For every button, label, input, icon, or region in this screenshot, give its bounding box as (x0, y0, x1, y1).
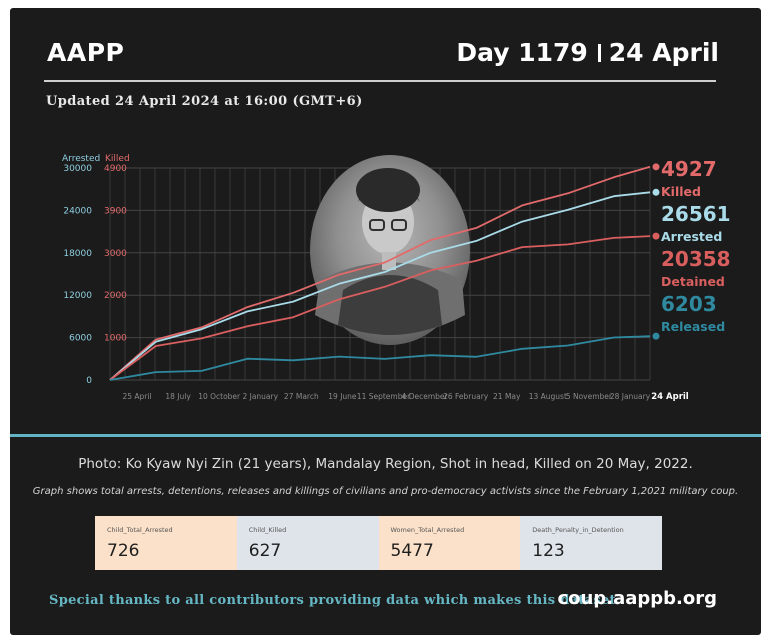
stat-label: Death_Penalty_in_Detention (532, 526, 624, 534)
photo-caption: Photo: Ko Kyaw Nyi Zin (21 years), Manda… (78, 456, 693, 472)
x-tick-label: 10 October (198, 392, 241, 401)
left-tick-label: 6000 (69, 334, 92, 344)
right-tick-label: 2000 (104, 291, 127, 301)
stat-child-killed: Child_Killed 627 (236, 516, 379, 570)
end-value-detained: 20358 (661, 247, 731, 271)
header-rule (44, 80, 716, 82)
stats-row: Child_Total_Arrested 726 Child_Killed 62… (95, 516, 662, 570)
end-value-released: 6203 (661, 292, 717, 316)
stat-value: 123 (532, 541, 565, 561)
title-separator (597, 44, 601, 62)
x-tick-label: 28 January (610, 392, 651, 401)
date-label: 24 April (608, 38, 719, 67)
series-name-released: Released (661, 319, 725, 334)
x-tick-label: 4 December (402, 392, 449, 401)
series-line-detained (109, 235, 651, 381)
series-line-arrested (109, 191, 651, 381)
right-tick-label: 1000 (104, 334, 127, 344)
infographic-card: AAPP Day 1179 24 April Updated 24 April 2… (10, 8, 761, 635)
x-tick-label: 2 January (242, 392, 278, 401)
series-name-killed: Killed (661, 184, 701, 199)
x-tick-label: 26 February (443, 392, 489, 401)
stat-label: Child_Killed (248, 526, 287, 534)
section-divider (10, 434, 761, 437)
right-tick-label: 3000 (104, 249, 127, 259)
left-axis-title: Arrested (62, 154, 100, 164)
stat-label: Women_Total_Arrested (390, 526, 465, 534)
org-title: AAPP (47, 38, 125, 67)
end-value-labels: 4927 Killed 26561 Arrested 20358 Detained 6203… (661, 157, 731, 334)
right-axis-title: Killed (105, 154, 130, 164)
left-tick-label: 12000 (63, 291, 92, 301)
grid (109, 167, 651, 381)
left-tick-label: 30000 (63, 164, 92, 174)
x-tick-label: 27 March (284, 392, 319, 401)
end-value-arrested: 26561 (661, 202, 731, 226)
end-value-killed: 4927 (661, 157, 717, 181)
updated-timestamp: Updated 24 April 2024 at 16:00 (GMT+6) (46, 94, 363, 109)
x-tick-label: 13 August (529, 392, 567, 401)
stat-death-penalty: Death_Penalty_in_Detention 123 (520, 516, 662, 570)
series-end-marker-released (652, 332, 660, 340)
x-tick-label: 24 April (651, 392, 689, 402)
series-end-marker-arrested (652, 188, 660, 196)
victim-photo (310, 155, 470, 345)
graph-note: Graph shows total arrests, detentions, r… (32, 486, 739, 497)
x-tick-label: 19 June (328, 392, 357, 401)
day-date-title: Day 1179 24 April (456, 38, 719, 67)
right-tick-label: 4900 (104, 164, 127, 174)
stat-value: 726 (107, 541, 140, 561)
left-tick-label: 0 (86, 376, 92, 386)
x-tick-label: 25 April (122, 392, 151, 401)
left-tick-label: 24000 (63, 206, 92, 216)
x-tick-label: 11 September (357, 392, 411, 401)
line-chart: Arrested Killed 0 6000 12000 18000 24000 30000 1… (62, 154, 731, 402)
series-name-detained: Detained (661, 274, 725, 289)
axis-labels: Arrested Killed 0 6000 12000 18000 24000 30000 1… (62, 154, 689, 402)
series-name-arrested: Arrested (661, 229, 722, 244)
day-counter: Day 1179 (456, 38, 588, 67)
series-end-marker-killed (652, 163, 660, 171)
x-tick-label: 18 July (165, 392, 191, 401)
left-tick-label: 18000 (63, 249, 92, 259)
stat-label: Child_Total_Arrested (107, 526, 173, 534)
x-tick-label: 21 May (493, 392, 521, 401)
stat-value: 627 (248, 541, 282, 561)
stat-women-total-arrested: Women_Total_Arrested 5477 (378, 516, 521, 570)
stat-child-total-arrested: Child_Total_Arrested 726 (95, 516, 237, 570)
x-tick-label: 5 November (566, 392, 613, 401)
stat-value: 5477 (390, 541, 434, 561)
series-lines (109, 163, 660, 381)
series-line-killed (109, 165, 651, 381)
right-tick-label: 3900 (104, 206, 127, 216)
series-end-marker-detained (652, 232, 660, 240)
website-link[interactable]: coup.aappb.org (557, 588, 718, 609)
series-line-released (109, 335, 651, 381)
thanks-note: Special thanks to all contributors provi… (49, 593, 621, 608)
